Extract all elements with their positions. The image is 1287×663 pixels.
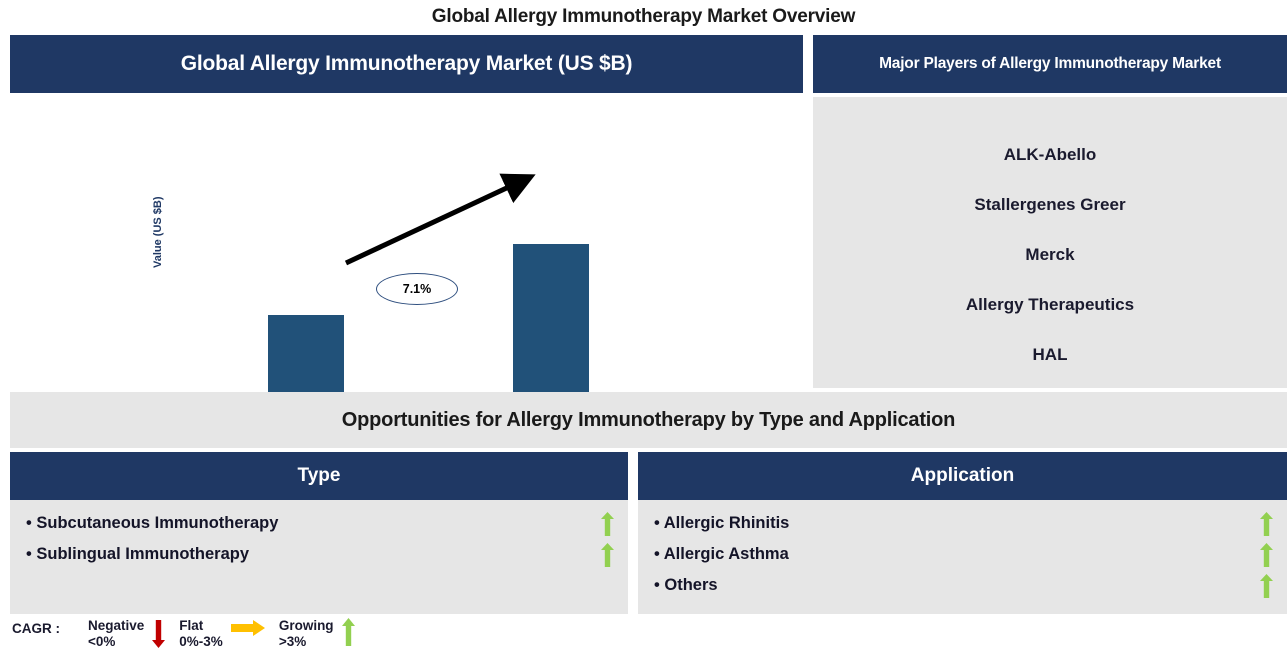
type-item-label: • Subcutaneous Immunotherapy bbox=[26, 514, 279, 532]
list-item: ALK-Abello bbox=[1003, 145, 1097, 164]
growing-up-arrow-icon bbox=[341, 618, 355, 646]
market-chart-header: Global Allergy Immunotherapy Market (US … bbox=[10, 35, 803, 93]
opportunities-title: Opportunities for Allergy Immunotherapy … bbox=[341, 408, 956, 431]
negative-down-arrow-icon bbox=[152, 620, 166, 648]
application-item-label: • Allergic Rhinitis bbox=[654, 514, 790, 532]
cagr-growing-range: >3% bbox=[278, 634, 307, 649]
list-item: Allergy Therapeutics bbox=[965, 295, 1135, 314]
list-item: • Allergic Asthma bbox=[638, 539, 1287, 570]
list-item: Stallergenes Greer bbox=[974, 195, 1126, 214]
list-item: • Subcutaneous Immunotherapy bbox=[10, 508, 628, 539]
cagr-growing-label: Growing bbox=[278, 618, 334, 633]
cagr-legend-title: CAGR : bbox=[12, 621, 60, 636]
list-item: • Allergic Rhinitis bbox=[638, 508, 1287, 539]
list-item: • Sublingual Immunotherapy bbox=[10, 539, 628, 570]
type-column-title: Type bbox=[297, 465, 341, 486]
application-column: Application • Allergic Rhinitis • Allerg… bbox=[638, 452, 1287, 614]
type-column: Type • Subcutaneous Immunotherapy • Subl… bbox=[10, 452, 628, 614]
cagr-negative-range: <0% bbox=[88, 634, 116, 649]
cagr-flat-label: Flat bbox=[179, 618, 204, 633]
application-item-label: • Allergic Asthma bbox=[654, 545, 789, 563]
major-players-header: Major Players of Allergy Immunotherapy M… bbox=[813, 35, 1287, 93]
market-chart-card: Global Allergy Immunotherapy Market (US … bbox=[10, 35, 803, 475]
growing-arrow-icon bbox=[1260, 511, 1273, 536]
opportunities-band: Opportunities for Allergy Immunotherapy … bbox=[10, 392, 1287, 448]
application-column-title: Application bbox=[910, 465, 1015, 486]
major-players-list: ALK-Abello Stallergenes Greer Merck Alle… bbox=[813, 97, 1287, 388]
growing-arrow-icon bbox=[1260, 573, 1273, 598]
list-item: HAL bbox=[1032, 345, 1068, 364]
cagr-legend: CAGR : Negative <0% Flat 0%-3% Growing >… bbox=[12, 618, 472, 663]
growing-arrow-icon bbox=[601, 511, 614, 536]
list-item: Merck bbox=[1025, 245, 1075, 264]
growing-arrow-icon bbox=[601, 542, 614, 567]
application-column-body: • Allergic Rhinitis • Allergic Asthma • … bbox=[638, 500, 1287, 614]
market-chart-body: Value (US $B) 2025 2031 7.1% Source : Lu… bbox=[10, 93, 803, 475]
cagr-negative-label: Negative bbox=[88, 618, 145, 633]
page-title: Global Allergy Immunotherapy Market Over… bbox=[431, 6, 856, 27]
growth-arrow-icon bbox=[344, 173, 536, 266]
cagr-legend-item-flat: Flat 0%-3% bbox=[179, 618, 273, 650]
type-column-header: Type bbox=[10, 452, 628, 500]
application-item-label: • Others bbox=[654, 576, 718, 594]
cagr-legend-item-negative: Negative <0% bbox=[88, 618, 173, 650]
major-players-card: Major Players of Allergy Immunotherapy M… bbox=[813, 35, 1287, 388]
market-chart-title: Global Allergy Immunotherapy Market (US … bbox=[180, 52, 633, 75]
cagr-flat-range: 0%-3% bbox=[179, 634, 223, 649]
application-column-header: Application bbox=[638, 452, 1287, 500]
major-players-title: Major Players of Allergy Immunotherapy M… bbox=[879, 55, 1221, 72]
type-column-body: • Subcutaneous Immunotherapy • Sublingua… bbox=[10, 500, 628, 614]
type-item-label: • Sublingual Immunotherapy bbox=[26, 545, 250, 563]
growing-arrow-icon bbox=[1260, 542, 1273, 567]
cagr-callout-bubble: 7.1% bbox=[376, 273, 458, 305]
cagr-legend-item-growing: Growing >3% bbox=[279, 618, 363, 650]
flat-right-arrow-icon bbox=[230, 620, 265, 636]
list-item: • Others bbox=[638, 570, 1287, 601]
bar-2031 bbox=[513, 244, 589, 415]
